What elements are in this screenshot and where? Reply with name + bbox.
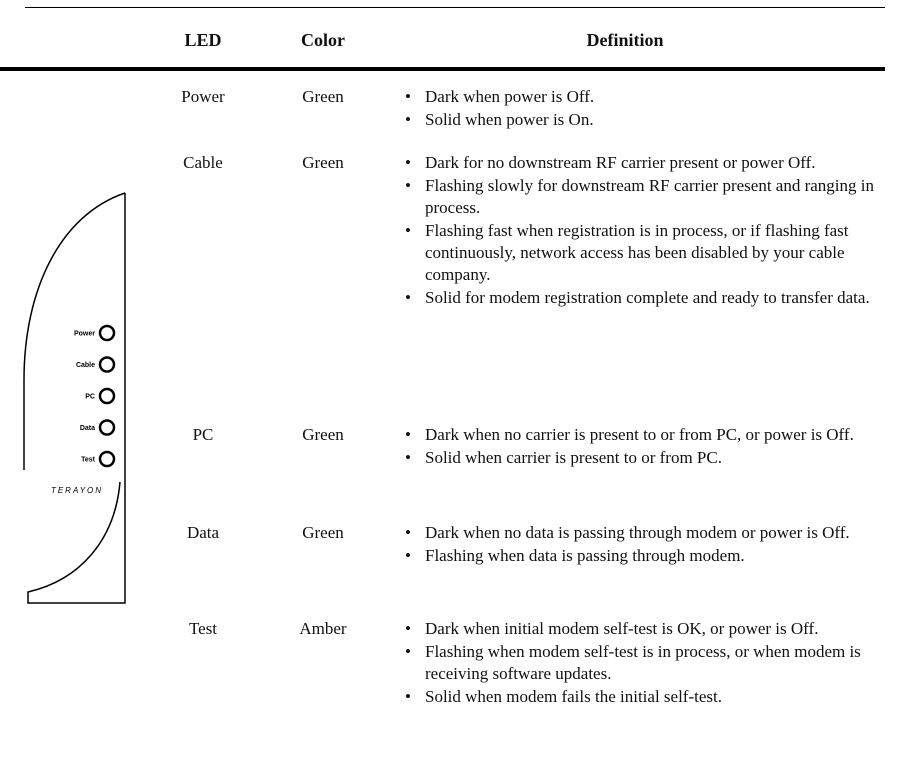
col-header: Definition (586, 30, 664, 50)
led-indicator (98, 419, 116, 436)
definition-item: Solid when power is On. (405, 109, 885, 131)
definition-list: Dark when power is Off.Solid when power … (405, 86, 885, 132)
definition-list: Dark when initial modem self-test is OK,… (405, 618, 885, 709)
led-name: Data (186, 523, 220, 542)
led-indicator (98, 324, 116, 342)
led-label: Power (74, 331, 95, 338)
panel-leds: Power Cable PC Data Test (74, 324, 116, 468)
led-color: Green (302, 87, 344, 106)
led-indicator (98, 356, 116, 373)
definition-list: Dark when no data is passing through mod… (405, 522, 885, 568)
panel-outline (27, 193, 126, 604)
top-rule (25, 7, 885, 8)
header-rule (0, 67, 885, 71)
definition-item: Dark when power is Off. (405, 86, 885, 108)
led-label: PC (85, 394, 95, 401)
definition-item: Flashing when modem self-test is in proc… (405, 641, 885, 685)
led-label: Data (80, 425, 95, 432)
definition-item: Flashing slowly for downstream RF carrie… (405, 175, 885, 219)
logo: TERAYON (51, 486, 103, 495)
led-name: Cable (183, 153, 223, 172)
definition-item: Solid when modem fails the initial self-… (405, 686, 885, 708)
led-color: Green (302, 153, 344, 172)
led-name: PC (192, 425, 214, 444)
panel-outline (23, 192, 126, 470)
led-name: Test (188, 619, 218, 638)
definition-item: Solid for modem registration complete an… (405, 287, 885, 309)
led-color: Amber (299, 619, 347, 638)
led-color: Green (302, 425, 344, 444)
definition-item: Dark when no data is passing through mod… (405, 522, 885, 544)
led-label: Test (81, 457, 96, 464)
led-color: Green (302, 523, 344, 542)
panel-diagram: Power Cable PC Data Test TERAYON (23, 192, 126, 604)
definition-item: Flashing fast when registration is in pr… (405, 220, 885, 286)
col-header: Color (301, 30, 345, 50)
definition-item: Dark when initial modem self-test is OK,… (405, 618, 885, 640)
led-label: Cable (76, 362, 95, 369)
definition-item: Flashing when data is passing through mo… (405, 545, 885, 567)
definition-item: Dark when no carrier is present to or fr… (405, 424, 885, 446)
definition-item: Solid when carrier is present to or from… (405, 447, 885, 469)
led-indicator (98, 387, 116, 405)
definition-list: Dark for no downstream RF carrier presen… (405, 152, 885, 310)
led-indicator (98, 450, 116, 468)
led-name: Power (181, 87, 225, 106)
definition-item: Dark for no downstream RF carrier presen… (405, 152, 885, 174)
col-header: LED (184, 30, 222, 50)
definition-list: Dark when no carrier is present to or fr… (405, 424, 885, 470)
